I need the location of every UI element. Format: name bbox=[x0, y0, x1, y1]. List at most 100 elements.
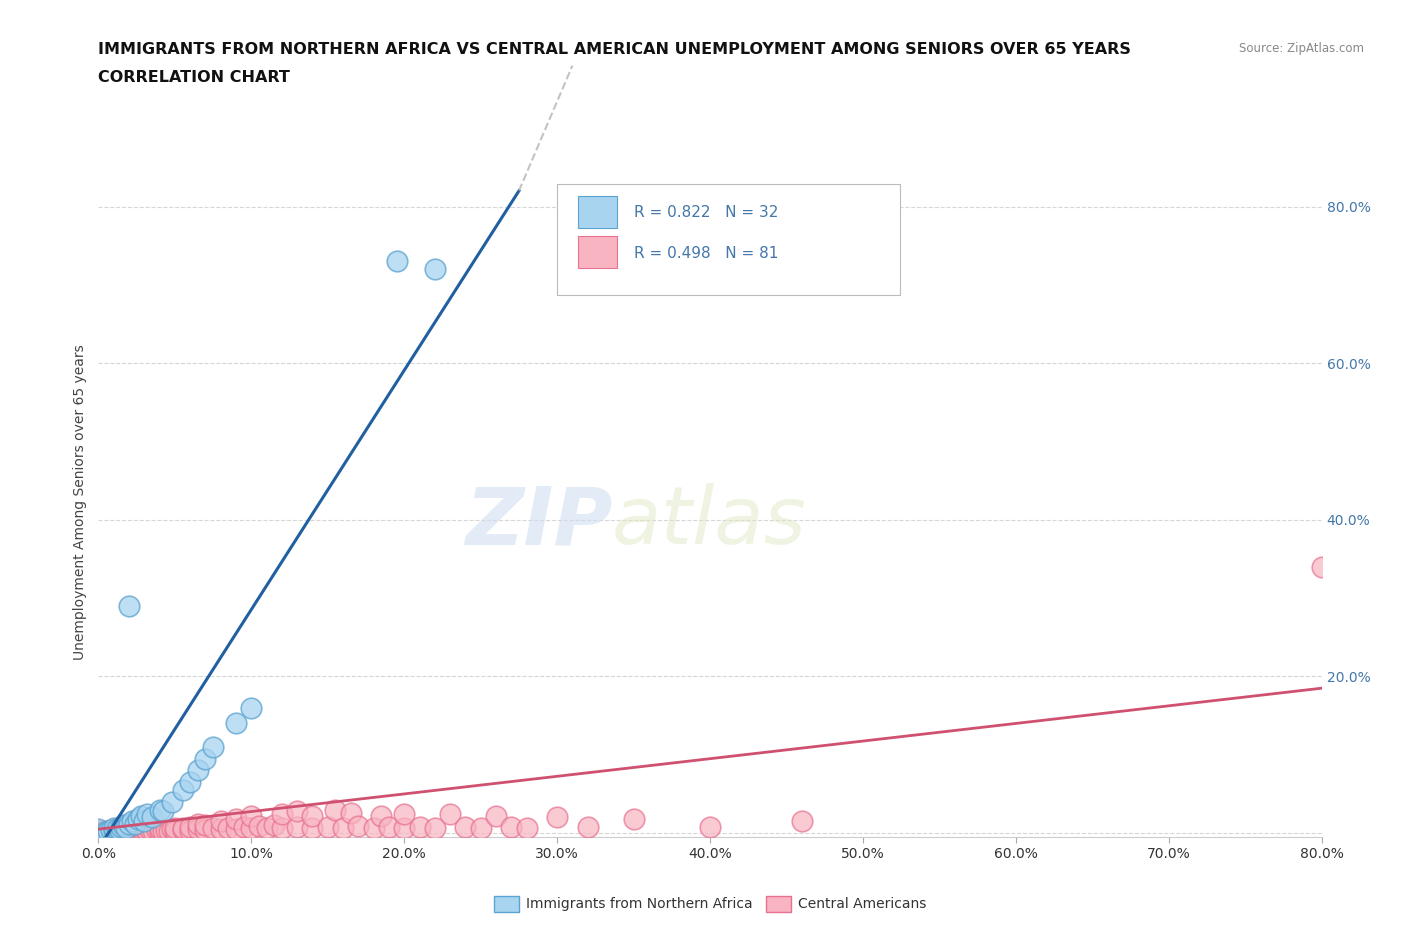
Point bbox=[103, 823, 125, 838]
Point bbox=[149, 822, 172, 837]
Point bbox=[209, 814, 232, 829]
Point bbox=[136, 806, 159, 821]
Point bbox=[392, 820, 416, 835]
Text: R = 0.822   N = 32: R = 0.822 N = 32 bbox=[634, 206, 779, 220]
Point bbox=[100, 822, 122, 837]
Point bbox=[134, 822, 156, 837]
Text: ZIP: ZIP bbox=[465, 484, 612, 562]
Point bbox=[87, 822, 110, 837]
Point bbox=[240, 808, 263, 823]
Point bbox=[247, 818, 270, 833]
FancyBboxPatch shape bbox=[557, 184, 900, 295]
Point bbox=[385, 254, 408, 269]
Point bbox=[202, 821, 225, 836]
Point bbox=[163, 821, 186, 836]
Point bbox=[93, 823, 115, 838]
Point bbox=[124, 822, 146, 837]
Point bbox=[103, 820, 125, 835]
Point bbox=[163, 823, 186, 838]
Text: atlas: atlas bbox=[612, 484, 807, 562]
Point bbox=[179, 775, 201, 790]
Point bbox=[90, 824, 112, 839]
Point bbox=[363, 820, 385, 835]
Point bbox=[129, 822, 152, 837]
Legend: Immigrants from Northern Africa, Central Americans: Immigrants from Northern Africa, Central… bbox=[488, 890, 932, 917]
Point bbox=[194, 822, 217, 837]
Point bbox=[100, 823, 122, 838]
Point bbox=[516, 820, 538, 835]
Point bbox=[105, 822, 128, 837]
Point bbox=[270, 821, 292, 836]
Point bbox=[501, 819, 523, 834]
Point bbox=[172, 820, 194, 835]
Point bbox=[225, 716, 247, 731]
Point bbox=[202, 739, 225, 754]
Point bbox=[121, 823, 143, 838]
Point bbox=[339, 805, 361, 820]
Point bbox=[209, 822, 232, 837]
Point bbox=[118, 824, 141, 839]
Point bbox=[149, 824, 172, 839]
Text: Source: ZipAtlas.com: Source: ZipAtlas.com bbox=[1239, 42, 1364, 55]
Point bbox=[485, 808, 508, 823]
Point bbox=[194, 751, 217, 766]
Point bbox=[136, 823, 159, 838]
Point bbox=[111, 823, 134, 838]
Point bbox=[790, 814, 813, 829]
Point bbox=[149, 803, 172, 817]
Point bbox=[152, 804, 174, 818]
Point bbox=[108, 822, 131, 837]
Point bbox=[240, 700, 263, 715]
Point bbox=[118, 822, 141, 837]
Point bbox=[118, 599, 141, 614]
Point bbox=[160, 822, 183, 837]
Point bbox=[576, 819, 599, 834]
Point bbox=[232, 819, 254, 834]
Point bbox=[187, 763, 209, 777]
Point bbox=[118, 817, 141, 831]
Point bbox=[121, 814, 143, 829]
Point bbox=[408, 819, 430, 834]
Point bbox=[370, 808, 392, 823]
Point bbox=[115, 820, 138, 835]
Point bbox=[142, 823, 165, 838]
Point bbox=[134, 814, 156, 829]
Point bbox=[454, 819, 477, 834]
Point bbox=[217, 820, 239, 835]
Point bbox=[172, 822, 194, 837]
Point bbox=[97, 823, 120, 838]
Point bbox=[225, 822, 247, 837]
Point bbox=[378, 819, 401, 834]
Point bbox=[347, 818, 370, 833]
Point bbox=[423, 820, 446, 835]
Point bbox=[157, 823, 180, 838]
Point bbox=[179, 823, 201, 838]
Point bbox=[108, 822, 131, 837]
Point bbox=[124, 817, 146, 831]
Point bbox=[187, 822, 209, 837]
Point bbox=[439, 807, 461, 822]
Point bbox=[145, 822, 167, 837]
Point bbox=[97, 824, 120, 839]
Text: IMMIGRANTS FROM NORTHERN AFRICA VS CENTRAL AMERICAN UNEMPLOYMENT AMONG SENIORS O: IMMIGRANTS FROM NORTHERN AFRICA VS CENTR… bbox=[98, 42, 1132, 57]
Y-axis label: Unemployment Among Seniors over 65 years: Unemployment Among Seniors over 65 years bbox=[73, 344, 87, 660]
Point bbox=[332, 820, 354, 835]
Point bbox=[87, 823, 110, 838]
Point bbox=[187, 817, 209, 831]
Point bbox=[105, 823, 128, 838]
Point bbox=[256, 820, 278, 835]
Point bbox=[316, 819, 339, 834]
Point bbox=[225, 812, 247, 827]
Point bbox=[546, 810, 568, 825]
Point bbox=[127, 812, 149, 827]
Point bbox=[160, 794, 183, 809]
Point bbox=[470, 820, 492, 835]
Point bbox=[127, 823, 149, 838]
Point bbox=[129, 808, 152, 823]
Point bbox=[285, 819, 308, 834]
Point bbox=[325, 803, 347, 817]
Point bbox=[111, 817, 134, 832]
Point bbox=[172, 782, 194, 797]
Point bbox=[152, 823, 174, 838]
FancyBboxPatch shape bbox=[578, 195, 617, 228]
